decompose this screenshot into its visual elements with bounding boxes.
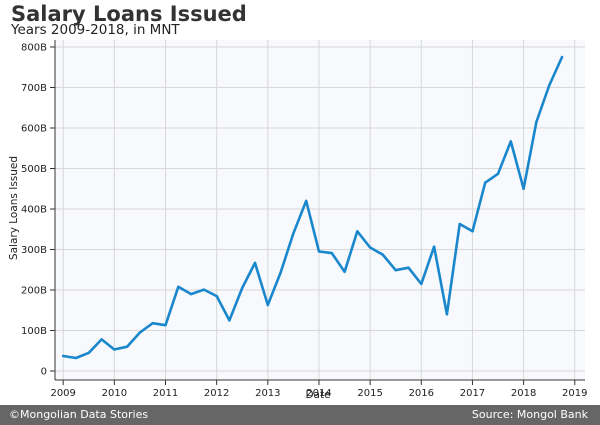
x-tick-label: 2010 [102,388,127,399]
data-point [458,222,461,226]
data-point [100,338,103,341]
x-tick-label: 2019 [562,388,587,399]
data-point [445,313,449,316]
copyright-text: ©Mongolian Data Stories [9,408,149,421]
data-point [368,246,372,249]
data-point [177,285,180,288]
data-point [138,331,142,334]
data-point [496,172,500,175]
data-point [62,354,65,358]
data-point [151,322,154,325]
data-point [343,270,346,273]
data-point [509,140,512,143]
data-point [407,266,410,269]
x-tick-label: 2013 [255,388,280,399]
x-tick-label: 2011 [153,388,178,399]
chart-subtitle: Years 2009-2018, in MNT [11,22,180,38]
y-tick-label: 0 [41,367,47,378]
x-tick-label: 2016 [409,388,434,399]
data-point [253,261,257,265]
data-point [241,286,244,290]
data-point [164,324,167,327]
y-axis-label: Salary Loans Issued [8,156,20,260]
series-group [61,55,564,360]
data-point [215,294,218,298]
data-point [279,271,282,274]
plot-area [55,40,585,380]
y-tick-label: 100B [21,326,47,337]
axes [50,40,585,385]
data-point [381,253,385,256]
data-point [484,181,487,184]
data-point [266,303,269,307]
y-tick-label: 800B [21,43,47,54]
y-tick-label: 300B [21,245,47,256]
x-tick-label: 2014 [306,388,331,399]
data-point [330,251,333,255]
data-point [471,230,474,233]
data-point [420,282,423,286]
line-chart: 0 100B 200B 300B 400B 500B 600B 700B 800B 2009 201… [8,40,587,401]
grid-lines [55,40,585,380]
data-point [522,187,525,190]
x-tick-label: 2015 [357,388,382,399]
chart-title: Salary Loans Issued [11,2,247,26]
data-point [317,250,321,253]
data-point [356,230,359,233]
data-point [87,351,91,354]
data-point [305,199,308,203]
data-point [74,356,78,360]
series-line [61,55,564,360]
y-tick-label: 500B [21,164,47,175]
x-tick-label: 2009 [50,388,75,399]
x-tick-label: 2012 [204,388,229,399]
x-tick-label: 2017 [460,388,485,399]
y-tick-label: 400B [21,205,47,216]
data-point [560,55,564,59]
data-point [292,232,295,235]
footer-bar: ©Mongolian Data Stories Source: Mongol B… [0,405,600,425]
data-point [535,120,538,124]
data-point [189,292,193,296]
data-point [228,319,231,322]
y-tick-label: 600B [21,124,47,135]
y-tick-label: 700B [21,83,47,94]
y-tick-label: 200B [21,286,47,297]
data-point [202,288,206,291]
data-point [394,269,397,272]
tick-labels: 0 100B 200B 300B 400B 500B 600B 700B 800B 2009 201… [21,43,587,400]
data-point [125,345,129,348]
data-point [113,348,116,351]
x-axis-label: Date [305,389,330,401]
x-tick-label: 2018 [511,388,536,399]
source-text: Source: Mongol Bank [471,408,588,421]
data-point [432,245,436,248]
data-point [548,84,551,87]
